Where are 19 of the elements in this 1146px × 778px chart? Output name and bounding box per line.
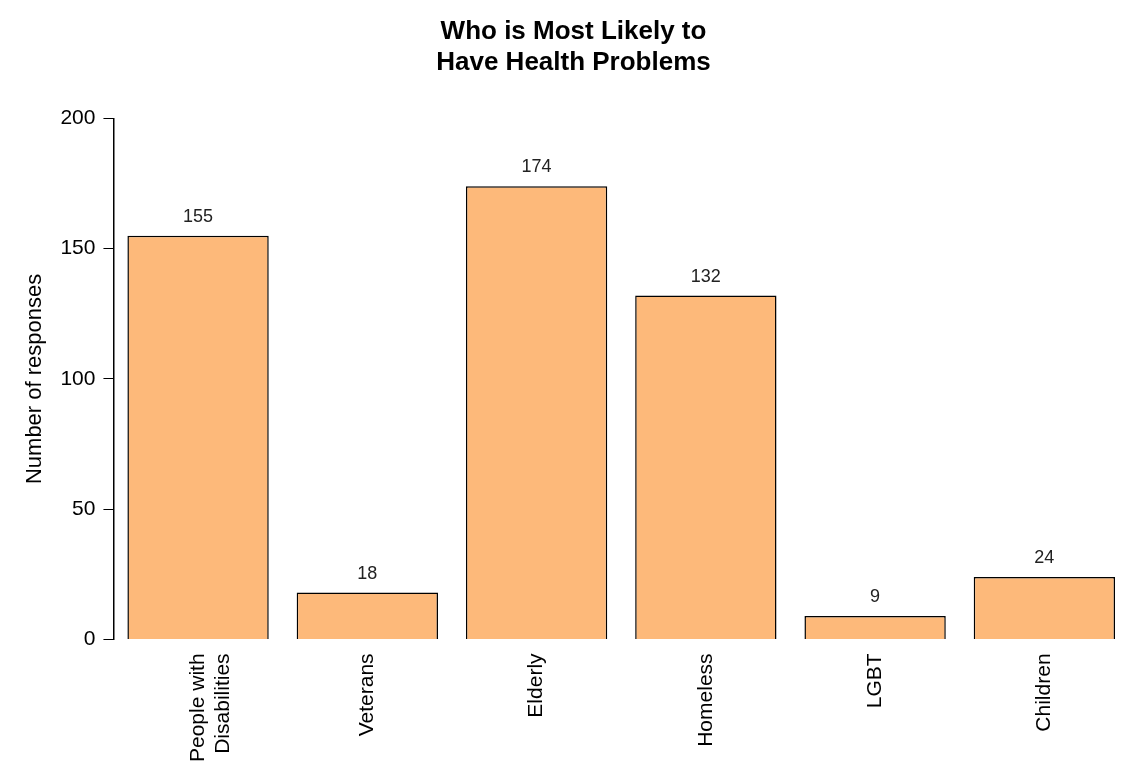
y-axis-title: Number of responses [21,273,47,485]
data-label: 9 [870,585,881,606]
data-label: 18 [357,562,378,583]
x-tick-label: Elderly [523,652,547,718]
y-tick-label: 50 [72,495,96,519]
x-tick-label: LGBT [861,653,885,709]
y-tick-label: 200 [60,105,96,129]
data-label: 132 [690,265,721,286]
data-label: 24 [1034,546,1055,567]
y-tick-label: 100 [60,365,96,389]
x-tick-label: Homeless [692,653,716,747]
x-tick-label: Veterans [354,653,378,737]
chart-title: Who is Most Likely to Have Health Problems [436,14,711,76]
data-label: 174 [521,156,552,177]
x-tick-label: People with Disabilities [184,653,234,763]
y-tick-label: 0 [83,626,96,650]
x-tick-label: Children [1031,653,1055,732]
data-label: 155 [183,205,214,226]
y-tick-label: 150 [60,235,96,259]
